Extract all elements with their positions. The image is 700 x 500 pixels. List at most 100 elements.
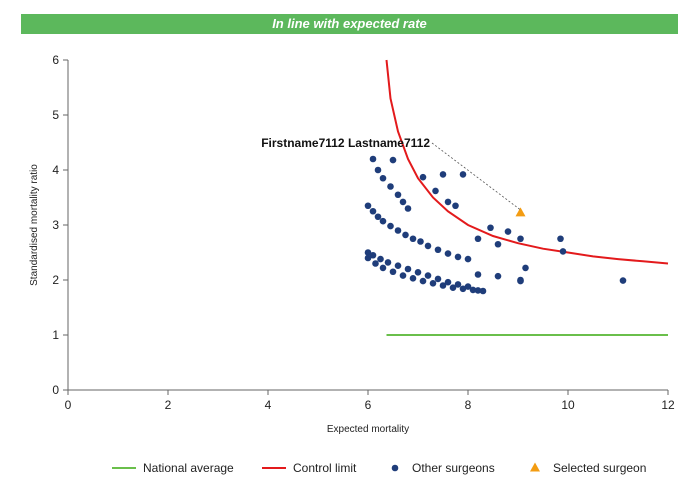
other-surgeon-point: [439, 282, 447, 289]
x-tick-label: 8: [465, 398, 472, 412]
other-surgeon-point: [364, 254, 372, 262]
x-tick-label: 10: [561, 398, 575, 412]
y-tick-label: 6: [52, 53, 59, 67]
other-surgeon-point: [559, 248, 567, 255]
other-surgeon-point: [474, 235, 482, 243]
status-banner: In line with expected rate: [21, 14, 678, 34]
other-surgeon-point: [369, 251, 377, 259]
selected-surgeon-marker[interactable]: [515, 207, 526, 217]
other-surgeon-point: [479, 287, 487, 295]
y-tick-label: 2: [52, 273, 59, 287]
other-surgeon-point: [404, 205, 412, 212]
y-tick-label: 5: [52, 108, 59, 122]
x-tick-label: 4: [265, 398, 272, 412]
x-tick-label: 12: [661, 398, 675, 412]
other-surgeon-point: [454, 281, 462, 288]
control-limit-line: [385, 59, 669, 265]
x-axis-label: Expected mortality: [327, 424, 409, 435]
other-surgeon-point: [454, 253, 462, 261]
other-surgeon-point: [387, 222, 394, 230]
other-surgeon-point: [394, 191, 402, 199]
other-surgeon-point: [394, 227, 402, 234]
other-surgeon-point: [452, 202, 459, 210]
legend-label: Other surgeons: [412, 461, 495, 475]
legend-item-other-surgeons: Other surgeons: [391, 461, 495, 475]
other-surgeon-point: [494, 240, 502, 248]
legend-item-selected-surgeon: Selected surgeon: [530, 461, 646, 475]
other-surgeon-point: [377, 255, 384, 263]
legend-swatch: [391, 464, 399, 472]
other-surgeon-point: [419, 173, 427, 181]
other-surgeon-point: [374, 166, 382, 174]
other-surgeon-point: [402, 231, 409, 239]
other-surgeon-point: [464, 283, 472, 290]
other-surgeon-point: [387, 183, 394, 190]
y-tick-label: 4: [52, 163, 59, 177]
y-axis-ticks: 0 1 2 3 4 5 6: [52, 53, 68, 397]
other-surgeon-point: [409, 275, 417, 282]
legend-label: Control limit: [293, 461, 357, 475]
other-surgeon-point: [474, 271, 482, 278]
x-tick-label: 6: [365, 398, 372, 412]
other-surgeon-point: [619, 277, 627, 284]
x-axis-ticks: 0 2 4 6 8 10 12: [65, 390, 675, 412]
other-surgeon-point: [404, 265, 412, 273]
other-surgeon-point: [414, 269, 422, 276]
chart-legend: National average Control limit Other surge…: [112, 461, 646, 475]
other-surgeon-point: [434, 275, 442, 283]
annotation-leader-line: [431, 142, 521, 211]
legend-item-control-limit: Control limit: [262, 461, 357, 475]
other-surgeon-point: [449, 284, 457, 292]
x-tick-label: 0: [65, 398, 72, 412]
other-surgeon-point: [424, 242, 432, 250]
other-surgeon-point: [434, 246, 442, 254]
other-surgeon-point: [557, 235, 564, 243]
other-surgeon-point: [379, 174, 387, 182]
other-surgeon-point: [389, 268, 397, 276]
other-surgeon-point: [444, 250, 452, 257]
other-surgeon-point: [399, 272, 407, 279]
other-surgeon-point: [364, 202, 372, 210]
y-tick-label: 1: [52, 328, 59, 342]
other-surgeon-point: [464, 255, 472, 263]
other-surgeon-point: [424, 272, 432, 279]
other-surgeon-point: [439, 171, 447, 178]
selected-surgeon-annotation: Firstname7112 Lastname7112: [261, 136, 430, 150]
y-tick-label: 0: [52, 383, 59, 397]
other-surgeon-point: [369, 155, 377, 163]
legend-item-national-average: National average: [112, 461, 234, 475]
other-surgeon-point: [504, 228, 512, 235]
other-surgeon-point: [384, 259, 392, 266]
legend-label: National average: [143, 461, 234, 475]
y-axis-label: Standardised mortality ratio: [29, 164, 40, 286]
other-surgeon-point: [429, 280, 437, 287]
other-surgeon-point: [419, 277, 427, 285]
y-tick-label: 3: [52, 218, 59, 232]
other-surgeon-point: [517, 277, 524, 285]
legend-swatch: [530, 462, 540, 472]
other-surgeon-point: [379, 217, 387, 225]
legend-label: Selected surgeon: [553, 461, 646, 475]
other-surgeon-point: [494, 272, 502, 280]
other-surgeon-point: [474, 287, 482, 294]
series-lines: [385, 59, 669, 336]
other-surgeon-point: [372, 260, 379, 267]
other-surgeon-point: [369, 207, 377, 215]
other-surgeon-point: [364, 249, 372, 256]
other-surgeon-point: [409, 235, 417, 243]
other-surgeon-point: [522, 264, 529, 272]
other-surgeon-point: [399, 198, 407, 206]
other-surgeon-point: [487, 224, 494, 232]
other-surgeon-point: [432, 187, 439, 195]
other-surgeon-point: [374, 213, 382, 221]
other-surgeon-point: [459, 285, 467, 293]
other-surgeon-point: [444, 198, 452, 206]
series-points: [364, 155, 627, 295]
other-surgeon-point: [417, 238, 424, 245]
other-surgeon-point: [444, 278, 452, 286]
other-surgeon-point: [389, 156, 397, 164]
other-surgeon-point: [469, 286, 477, 294]
other-surgeon-point: [517, 235, 524, 243]
other-surgeon-point: [394, 262, 402, 270]
